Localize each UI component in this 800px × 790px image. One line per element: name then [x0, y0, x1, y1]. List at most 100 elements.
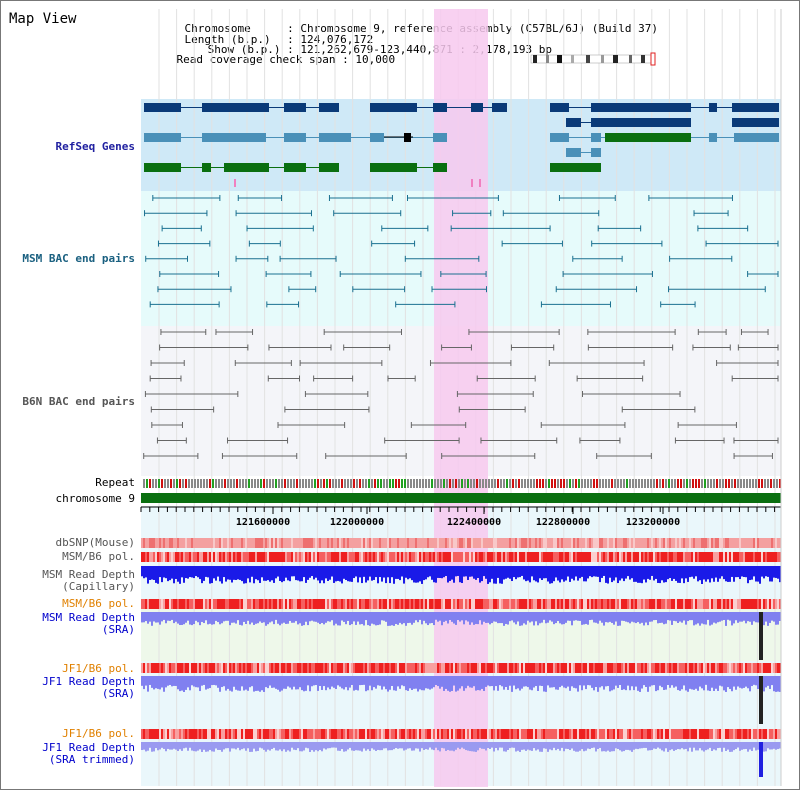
msm-sra-depth — [631, 612, 633, 622]
jf1-trimmed-depth — [683, 742, 685, 750]
dbsnp-heat — [627, 538, 629, 548]
repeat-mark — [701, 479, 703, 488]
msm-pol-heat — [173, 552, 175, 562]
msm-capillary-depth — [561, 566, 563, 580]
repeat-mark — [407, 479, 409, 488]
msm-capillary-depth — [473, 566, 475, 579]
jf1-pol-2-heat — [743, 729, 745, 739]
msm-capillary-depth — [283, 566, 285, 582]
jf1-sra-depth — [177, 676, 179, 690]
msm-sra-depth — [271, 612, 273, 622]
gene-marker — [471, 179, 473, 187]
repeat-mark — [593, 479, 595, 488]
jf1-pol-2-heat — [289, 729, 291, 739]
msm-sra-depth — [611, 612, 613, 623]
msm-pol-heat — [341, 552, 343, 562]
jf1-sra-depth — [439, 676, 441, 689]
msm-capillary-depth — [445, 566, 447, 576]
dbsnp-heat — [201, 538, 203, 548]
msm-pol-heat — [161, 552, 163, 562]
dbsnp-heat — [659, 538, 661, 548]
jf1-sra-depth — [229, 676, 231, 691]
dbsnp-heat — [593, 538, 595, 548]
jf1-pol-heat — [739, 663, 741, 673]
jf1-trimmed-depth — [351, 742, 353, 751]
repeat-mark — [308, 479, 310, 488]
msm-sra-depth — [469, 612, 471, 625]
jf1-trimmed-depth — [551, 742, 553, 751]
repeat-mark — [353, 479, 355, 488]
msm-pol-heat — [543, 552, 545, 562]
msm-capillary-depth — [629, 566, 631, 580]
msm-pol-heat — [177, 552, 179, 562]
msm-pol-2-heat — [319, 599, 321, 609]
msm-sra-depth — [561, 612, 563, 625]
repeat-mark — [539, 479, 541, 488]
jf1-pol-heat — [295, 663, 297, 673]
msm-capillary-depth — [755, 566, 757, 582]
jf1-sra-depth — [767, 676, 769, 686]
msm-pol-heat — [711, 552, 713, 562]
msm-pol-heat — [633, 552, 635, 562]
jf1-trimmed-depth — [633, 742, 635, 750]
dbsnp-heat — [153, 538, 155, 548]
msm-sra-depth — [211, 612, 213, 625]
jf1-trimmed-depth — [667, 742, 669, 752]
msm-sra-depth — [323, 612, 325, 625]
jf1-sra-depth — [691, 676, 693, 690]
msm-pol-heat — [197, 552, 199, 562]
msm-sra-depth — [763, 612, 765, 626]
msm-capillary-depth — [279, 566, 281, 581]
jf1-pol-heat — [173, 663, 175, 673]
jf1-pol-heat — [503, 663, 505, 673]
jf1-pol-heat — [703, 663, 705, 673]
jf1-trimmed-depth — [663, 742, 665, 752]
msm-sra-depth — [159, 612, 161, 625]
dbsnp-heat — [239, 538, 241, 548]
msm-capillary-depth — [675, 566, 677, 581]
jf1-sra-depth — [331, 676, 333, 687]
msm-pol-2-heat — [159, 599, 161, 609]
msm-pol-2-heat — [459, 599, 461, 609]
jf1-sra-depth — [341, 676, 343, 689]
msm-pol-heat — [493, 552, 495, 562]
msm-sra-depth — [339, 612, 341, 626]
msm-capillary-depth — [171, 566, 173, 579]
jf1-pol-heat — [455, 663, 457, 673]
jf1-trimmed-depth — [311, 742, 313, 751]
jf1-sra-depth — [407, 676, 409, 691]
msm-sra-depth — [207, 612, 209, 625]
msm-pol-heat — [577, 552, 579, 562]
msm-capillary-depth — [747, 566, 749, 584]
msm-sra-depth — [209, 612, 211, 624]
jf1-trimmed-depth — [233, 742, 235, 749]
msm-pol-heat — [553, 552, 555, 562]
msm-capillary-depth — [207, 566, 209, 578]
jf1-sra-depth — [329, 676, 331, 690]
dbsnp-heat — [211, 538, 213, 548]
jf1-pol-2-heat — [395, 729, 397, 739]
msm-sra-depth — [427, 612, 429, 626]
jf1-pol-2-heat — [209, 729, 211, 739]
dbsnp-heat — [607, 538, 609, 548]
jf1-pol-heat — [625, 663, 627, 673]
msm-capillary-depth — [479, 566, 481, 583]
msm-pol-2-heat — [367, 599, 369, 609]
msm-pol-2-heat — [573, 599, 575, 609]
dbsnp-heat — [457, 538, 459, 548]
msm-pol-heat — [385, 552, 387, 562]
jf1-sra-depth — [245, 676, 247, 690]
dbsnp-heat — [647, 538, 649, 548]
msm-pol-heat — [583, 552, 585, 562]
jf1-pol-2-heat — [563, 729, 565, 739]
msm-sra-depth — [633, 612, 635, 623]
msm-pol-2-heat — [221, 599, 223, 609]
jf1-trimmed-depth — [449, 742, 451, 751]
jf1-pol-2-heat — [717, 729, 719, 739]
jf1-pol-heat — [329, 663, 331, 673]
jf1-sra-depth — [247, 676, 249, 691]
msm-pol-heat — [355, 552, 357, 562]
jf1-pol-heat — [425, 663, 427, 673]
msm-pol-heat — [487, 552, 489, 562]
